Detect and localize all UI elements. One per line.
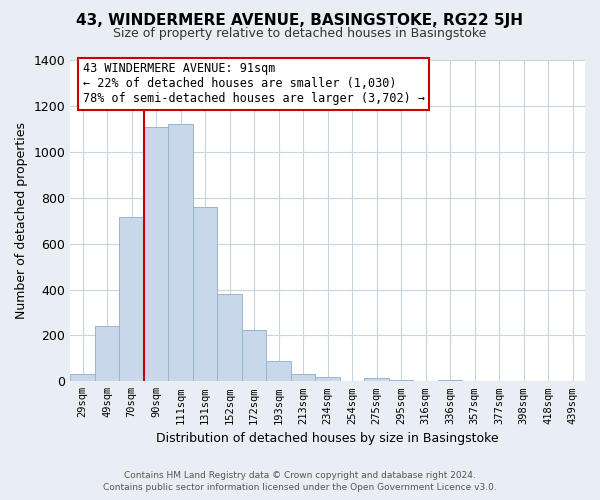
Bar: [95, 326, 119, 382]
Text: Contains HM Land Registry data © Crown copyright and database right 2024.
Contai: Contains HM Land Registry data © Crown c…: [103, 471, 497, 492]
Y-axis label: Number of detached properties: Number of detached properties: [15, 122, 28, 319]
X-axis label: Distribution of detached houses by size in Basingstoke: Distribution of detached houses by size …: [157, 432, 499, 445]
Bar: [144, 126, 169, 382]
Bar: [169, 124, 193, 382]
Text: 43, WINDERMERE AVENUE, BASINGSTOKE, RG22 5JH: 43, WINDERMERE AVENUE, BASINGSTOKE, RG22…: [77, 12, 523, 28]
Bar: [266, 360, 291, 382]
Text: Size of property relative to detached houses in Basingstoke: Size of property relative to detached ho…: [113, 28, 487, 40]
Bar: [217, 294, 242, 382]
Bar: [364, 378, 389, 382]
Bar: [389, 380, 413, 382]
Bar: [119, 217, 144, 382]
Bar: [291, 374, 316, 382]
Bar: [438, 380, 463, 382]
Bar: [70, 374, 95, 382]
Bar: [193, 207, 217, 382]
Bar: [242, 330, 266, 382]
Text: 43 WINDERMERE AVENUE: 91sqm
← 22% of detached houses are smaller (1,030)
78% of : 43 WINDERMERE AVENUE: 91sqm ← 22% of det…: [83, 62, 425, 106]
Bar: [316, 376, 340, 382]
